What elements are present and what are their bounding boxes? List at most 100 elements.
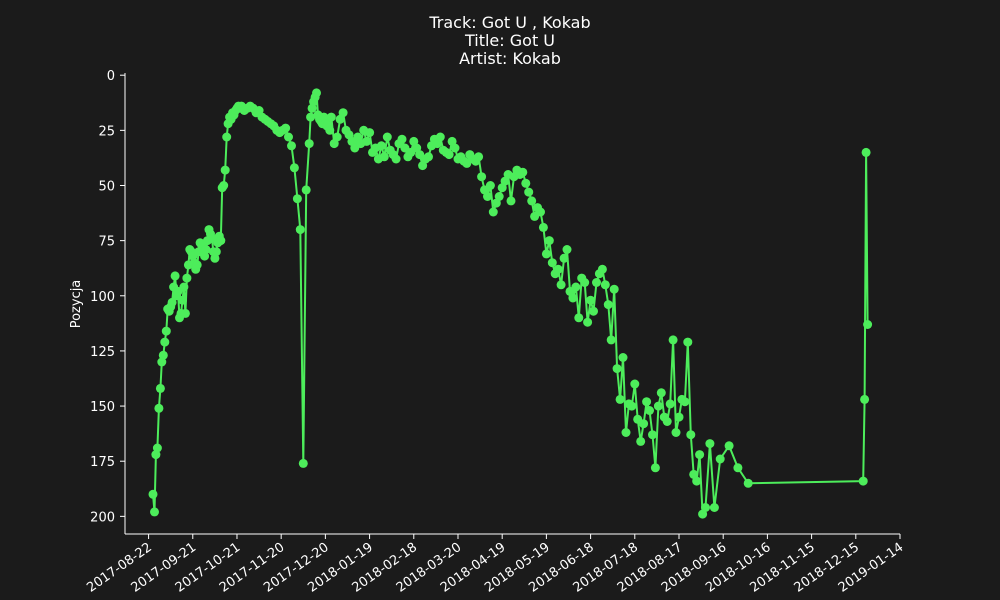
data-point — [583, 317, 593, 327]
data-point — [521, 178, 531, 188]
y-tick-label: 50 — [98, 179, 115, 194]
data-point — [182, 273, 192, 283]
data-point — [680, 397, 690, 407]
data-point — [362, 136, 372, 146]
data-point — [642, 397, 652, 407]
data-point — [863, 320, 873, 329]
data-point — [158, 350, 168, 360]
data-point — [612, 364, 622, 374]
data-point — [858, 476, 868, 486]
y-axis-label: Pozycja — [69, 280, 84, 329]
data-point — [603, 300, 613, 310]
data-point — [326, 112, 336, 122]
data-point — [580, 278, 590, 287]
data-point — [444, 150, 454, 160]
y-tick-label: 75 — [98, 235, 115, 250]
data-point — [589, 306, 598, 316]
data-point — [216, 236, 226, 246]
data-point — [494, 192, 504, 201]
data-point — [733, 463, 743, 473]
x-ticks: 2017-08-222017-09-212017-10-212017-11-20… — [84, 534, 906, 596]
data-point — [559, 253, 569, 263]
data-point — [689, 469, 699, 479]
data-point — [743, 478, 753, 488]
data-point — [568, 293, 578, 303]
data-point — [668, 335, 678, 345]
data-point — [152, 443, 162, 453]
data-point — [653, 401, 663, 411]
data-point — [556, 280, 566, 290]
data-point — [304, 139, 314, 149]
data-point — [600, 280, 610, 290]
data-point — [150, 507, 159, 517]
data-point — [222, 132, 232, 142]
y-tick-label: 175 — [90, 455, 115, 470]
data-point — [391, 154, 401, 164]
data-point — [295, 225, 305, 235]
data-point — [705, 439, 715, 449]
data-point — [639, 419, 649, 429]
data-point — [709, 503, 719, 512]
y-tick-label: 100 — [90, 290, 115, 305]
data-point — [662, 417, 672, 426]
data-point — [541, 249, 551, 259]
data-point — [287, 141, 296, 151]
y-tick-label: 150 — [90, 400, 115, 415]
data-point — [192, 260, 202, 270]
data-point — [518, 167, 528, 177]
data-point — [597, 264, 607, 274]
data-point — [674, 412, 684, 422]
data-point — [627, 401, 637, 411]
data-point — [178, 295, 187, 305]
data-point — [298, 458, 308, 468]
y-tick-label: 200 — [90, 510, 115, 525]
data-point — [332, 132, 342, 142]
data-point — [211, 247, 221, 257]
data-point — [161, 326, 171, 336]
data-point — [692, 476, 702, 486]
data-point — [365, 128, 375, 138]
data-point — [553, 264, 563, 274]
data-point — [170, 271, 180, 281]
data-point — [630, 379, 640, 389]
data-point — [621, 428, 631, 437]
data-point — [157, 357, 167, 367]
data-point — [683, 337, 693, 347]
data-point — [861, 147, 871, 157]
data-point — [379, 152, 389, 162]
data-point — [615, 394, 625, 404]
data-point — [695, 450, 705, 460]
data-point — [312, 88, 321, 98]
data-point — [474, 152, 484, 162]
data-point — [450, 143, 460, 153]
data-point — [665, 399, 675, 409]
data-point — [219, 181, 229, 190]
data-point — [686, 430, 696, 440]
data-point — [338, 108, 348, 118]
data-point — [609, 284, 619, 294]
data-point — [506, 196, 516, 206]
series-line — [152, 92, 869, 515]
data-point — [376, 141, 386, 151]
y-ticks: 0 25 50 75 100 125 150 175 200 — [90, 69, 125, 525]
data-point — [167, 297, 177, 307]
data-point — [435, 132, 445, 142]
data-point — [179, 282, 189, 292]
data-point — [724, 441, 734, 451]
data-point — [148, 489, 158, 499]
data-point — [715, 454, 725, 464]
data-point — [477, 172, 487, 182]
title-line-artist: Artist: Kokab — [459, 49, 561, 68]
title-line-title: Title: Got U — [464, 31, 555, 50]
data-point — [538, 222, 548, 232]
data-point — [645, 406, 654, 415]
data-point — [424, 152, 433, 162]
data-point — [382, 132, 392, 142]
chart-title: Track: Got U , Kokab Title: Got U Artist… — [428, 13, 590, 68]
title-line-track: Track: Got U , Kokab — [428, 13, 590, 32]
data-point — [527, 196, 537, 206]
data-point — [180, 308, 190, 318]
data-point — [524, 187, 534, 197]
data-point — [650, 463, 660, 473]
